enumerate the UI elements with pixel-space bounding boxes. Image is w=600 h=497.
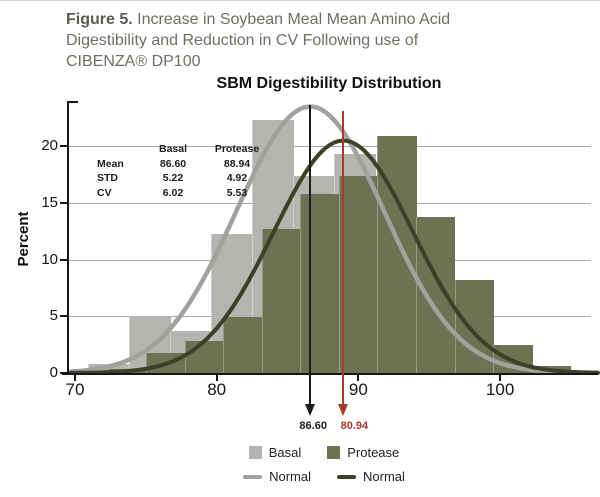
y-tick-20 bbox=[60, 145, 67, 148]
y-axis-top-cap bbox=[67, 101, 78, 103]
chart-title: SBM Digestibility Distribution bbox=[216, 75, 442, 92]
protease-mean-line bbox=[342, 111, 345, 405]
histogram-bar-protease bbox=[146, 352, 186, 373]
histogram-bar-protease bbox=[377, 136, 417, 373]
normal-line-swatch-icon bbox=[243, 474, 263, 479]
figure-caption: Figure 5. Increase in Soybean Meal Mean … bbox=[66, 9, 544, 72]
basal-swatch-icon bbox=[248, 446, 262, 459]
histogram-bar-protease bbox=[223, 317, 263, 373]
legend-row-2: Normal Normal bbox=[195, 469, 405, 484]
stats-value-mean-protease: 88.94 bbox=[223, 157, 251, 170]
y-tick-10 bbox=[60, 258, 67, 261]
y-tick-0 bbox=[60, 372, 67, 374]
stats-row-label-mean: Mean bbox=[97, 157, 124, 170]
protease-mean-arrow bbox=[338, 404, 349, 416]
stats-row-label-cv: CV bbox=[97, 186, 112, 199]
legend-label: Normal bbox=[363, 469, 405, 484]
legend-label: Protease bbox=[347, 445, 400, 460]
basal-mean-arrow bbox=[305, 404, 316, 416]
histogram-bar-protease bbox=[415, 216, 456, 373]
stats-table: Basal Protease Mean 86.60 88.94 STD 5.22 4.92 CV… bbox=[97, 142, 267, 200]
basal-mean-line bbox=[309, 105, 312, 405]
caption-line2: Digestibility and Reduction in CV Follow… bbox=[66, 32, 419, 49]
stats-value-mean-basal: 86.60 bbox=[159, 157, 187, 170]
caption-line1: Increase in Soybean Meal Mean Amino Acid bbox=[132, 11, 451, 28]
histogram-bar-protease bbox=[184, 341, 225, 373]
legend-label: Normal bbox=[269, 469, 311, 484]
legend-item-normal: Normal bbox=[337, 469, 405, 484]
legend: Basal Protease Normal Normal bbox=[0, 445, 600, 484]
histogram-bar-protease bbox=[338, 175, 379, 373]
stats-corner-cell bbox=[97, 142, 139, 157]
y-tick-15 bbox=[60, 201, 67, 204]
protease-swatch-icon bbox=[327, 446, 341, 459]
histogram-bar-protease bbox=[493, 344, 533, 373]
y-tick-label-5: 5 bbox=[49, 307, 58, 325]
stats-header-basal: Basal bbox=[158, 143, 188, 155]
legend-item-basal: Basal bbox=[248, 445, 302, 460]
legend-item-normal: Normal bbox=[243, 469, 311, 484]
normal-line-swatch-icon bbox=[337, 474, 356, 479]
stats-value-cv-protease: 5.53 bbox=[226, 186, 248, 199]
histogram-bar-protease bbox=[300, 193, 340, 373]
histogram-bar-protease bbox=[531, 366, 572, 373]
legend-row-1: Basal Protease bbox=[201, 445, 399, 460]
y-tick-label-10: 10 bbox=[41, 250, 58, 268]
x-tick-label-90: 90 bbox=[348, 380, 368, 399]
x-tick-80 bbox=[215, 375, 218, 381]
stats-row-label-std: STD bbox=[97, 172, 118, 184]
x-tick-label-80: 80 bbox=[207, 380, 227, 399]
caption-line3: CIBENZA® DP100 bbox=[66, 53, 201, 70]
x-tick-90 bbox=[357, 375, 360, 381]
histogram-bar-protease bbox=[261, 229, 302, 373]
figure-number-label: Figure 5. bbox=[66, 11, 133, 28]
x-tick-100 bbox=[499, 375, 502, 381]
stats-value-cv-basal: 6.02 bbox=[162, 186, 184, 199]
x-tick-label-70: 70 bbox=[65, 380, 85, 399]
x-axis-line bbox=[62, 373, 598, 375]
protease-mean-value-label: 80.94 bbox=[340, 420, 369, 432]
y-tick-5 bbox=[60, 315, 67, 318]
histogram-bar-protease bbox=[454, 280, 494, 373]
legend-item-protease: Protease bbox=[327, 445, 399, 460]
y-tick-label-15: 15 bbox=[41, 193, 58, 211]
stats-header-protease: Protease bbox=[214, 143, 260, 155]
x-tick-label-100: 100 bbox=[485, 380, 515, 399]
y-axis-line bbox=[67, 101, 69, 375]
stats-value-std-protease: 4.92 bbox=[226, 172, 248, 184]
y-tick-label-0: 0 bbox=[49, 364, 58, 381]
basal-mean-value-label: 86.60 bbox=[299, 420, 327, 432]
x-tick-70 bbox=[74, 375, 76, 381]
legend-label: Basal bbox=[268, 445, 302, 460]
y-tick-label-20: 20 bbox=[41, 137, 58, 155]
stats-value-std-basal: 5.22 bbox=[162, 172, 184, 184]
